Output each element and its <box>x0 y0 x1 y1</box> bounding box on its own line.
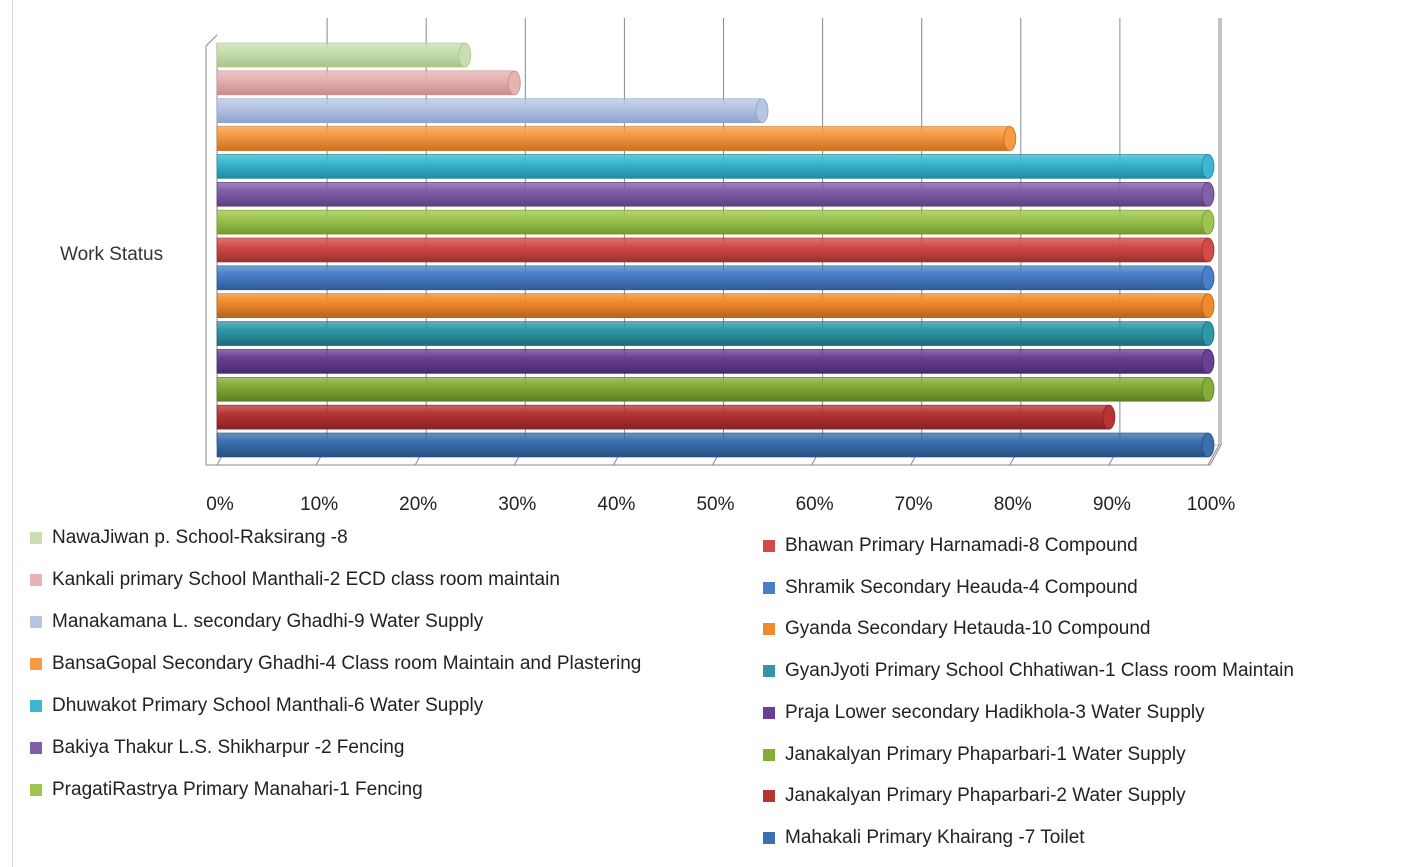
legend-swatch <box>763 540 775 552</box>
bar-end-cap-9 <box>1201 265 1215 291</box>
legend-label: Manakamana L. secondary Ghadhi-9 Water S… <box>52 611 484 632</box>
legend-label: Shramik Secondary Heauda-4 Compound <box>785 576 1138 598</box>
bar-9 <box>216 265 1209 291</box>
legend-label: Mahakali Primary Khairang -7 Toilet <box>785 826 1085 848</box>
bar-14 <box>216 404 1110 430</box>
bar-end-cap-8 <box>1201 237 1215 263</box>
legend-label: Dhuwakot Primary School Manthali-6 Water… <box>52 695 484 716</box>
bar-end-cap-12 <box>1201 349 1215 374</box>
floor-grid-diagonal <box>1207 444 1220 466</box>
legend-label: GyanJyoti Primary School Chhatiwan-1 Cla… <box>785 660 1294 682</box>
bar-4 <box>216 126 1011 151</box>
x-tick-label: 30% <box>498 494 536 515</box>
legend-item: Janakalyan Primary Phaparbari-1 Water Su… <box>763 744 1186 766</box>
legend-item: Janakalyan Primary Phaparbari-2 Water Su… <box>763 785 1186 807</box>
legend-item: Shramik Secondary Heauda-4 Compound <box>763 577 1138 599</box>
wall-top-edge <box>205 34 218 47</box>
bar-end-cap-6 <box>1201 181 1215 207</box>
bar-13 <box>216 376 1209 402</box>
legend-label: Bhawan Primary Harnamadi-8 Compound <box>785 535 1138 556</box>
x-tick-label: 50% <box>696 494 734 515</box>
legend-swatch <box>30 742 42 754</box>
legend-swatch <box>763 665 775 678</box>
x-tick-label: 0% <box>206 494 234 515</box>
legend-item: BansaGopal Secondary Ghadhi-4 Class room… <box>30 653 641 675</box>
bar-end-cap-13 <box>1201 376 1215 402</box>
legend-swatch <box>763 790 775 803</box>
floor-right-edge <box>1209 444 1222 466</box>
legend-item: Mahakali Primary Khairang -7 Toilet <box>763 827 1085 849</box>
bar-end-cap-7 <box>1201 209 1215 235</box>
bar-12 <box>216 349 1209 374</box>
bar-end-cap-4 <box>1003 126 1017 151</box>
legend-swatch <box>763 748 775 761</box>
legend-swatch <box>30 784 42 796</box>
x-tick-label: 100% <box>1187 494 1236 515</box>
bar-11 <box>216 321 1209 346</box>
bar-15 <box>216 432 1209 458</box>
legend-swatch <box>30 616 42 628</box>
legend-label: Janakalyan Primary Phaparbari-2 Water Su… <box>785 785 1186 807</box>
x-tick-label: 20% <box>399 494 437 515</box>
bar-end-cap-5 <box>1201 154 1215 179</box>
legend-item: Gyanda Secondary Hetauda-10 Compound <box>763 618 1150 640</box>
legend-label: Janakalyan Primary Phaparbari-1 Water Su… <box>785 743 1186 765</box>
legend-label: BansaGopal Secondary Ghadhi-4 Class room… <box>52 653 642 674</box>
bar-7 <box>216 209 1209 235</box>
category-label: Work Status <box>60 244 164 265</box>
x-tick-label: 80% <box>994 494 1032 515</box>
bar-10 <box>216 293 1209 319</box>
bar-end-cap-10 <box>1201 293 1215 319</box>
legend-swatch <box>763 581 775 594</box>
legend-label: Gyanda Secondary Hetauda-10 Compound <box>785 618 1151 640</box>
bar-end-cap-2 <box>507 70 521 96</box>
x-tick-label: 40% <box>597 494 635 515</box>
bar-5 <box>216 154 1209 179</box>
x-tick-label: 70% <box>895 494 933 515</box>
bar-2 <box>216 70 515 96</box>
legend-label: Praja Lower secondary Hadikhola-3 Water … <box>785 701 1205 723</box>
legend-swatch <box>30 700 42 712</box>
legend-item: Dhuwakot Primary School Manthali-6 Water… <box>30 695 483 717</box>
bar-3 <box>216 98 763 124</box>
legend-swatch <box>763 623 775 636</box>
legend-item: Manakamana L. secondary Ghadhi-9 Water S… <box>30 611 483 633</box>
legend-item: Bhawan Primary Harnamadi-8 Compound <box>763 535 1138 557</box>
legend-swatch <box>30 574 42 586</box>
bar-end-cap-11 <box>1201 321 1215 346</box>
x-tick-label: 10% <box>300 494 338 515</box>
legend-item: Bakiya Thakur L.S. Shikharpur -2 Fencing <box>30 737 404 759</box>
legend-swatch <box>763 706 775 719</box>
legend-swatch <box>30 658 42 670</box>
left-border-line <box>12 0 13 867</box>
legend-item: Kankali primary School Manthali-2 ECD cl… <box>30 569 560 591</box>
legend-swatch <box>763 831 775 844</box>
legend-label: Kankali primary School Manthali-2 ECD cl… <box>52 569 560 590</box>
bar-1 <box>216 42 466 68</box>
bar-8 <box>216 237 1209 263</box>
bar-end-cap-14 <box>1102 404 1116 430</box>
bar-end-cap-1 <box>458 42 472 68</box>
bar-end-cap-3 <box>755 98 769 124</box>
x-tick-label: 60% <box>796 494 834 515</box>
legend-item: PragatiRastrya Primary Manahari-1 Fencin… <box>30 779 423 801</box>
bar-6 <box>216 181 1209 207</box>
legend-label: PragatiRastrya Primary Manahari-1 Fencin… <box>52 779 423 800</box>
legend-label: NawaJiwan p. School-Raksirang -8 <box>52 527 348 548</box>
legend-item: GyanJyoti Primary School Chhatiwan-1 Cla… <box>763 660 1294 682</box>
x-tick-label: 90% <box>1093 494 1131 515</box>
legend-item: Praja Lower secondary Hadikhola-3 Water … <box>763 702 1205 724</box>
bar-end-cap-15 <box>1201 432 1215 458</box>
legend-item: NawaJiwan p. School-Raksirang -8 <box>30 527 348 549</box>
legend-label: Bakiya Thakur L.S. Shikharpur -2 Fencing <box>52 737 405 758</box>
legend-swatch <box>30 532 42 544</box>
